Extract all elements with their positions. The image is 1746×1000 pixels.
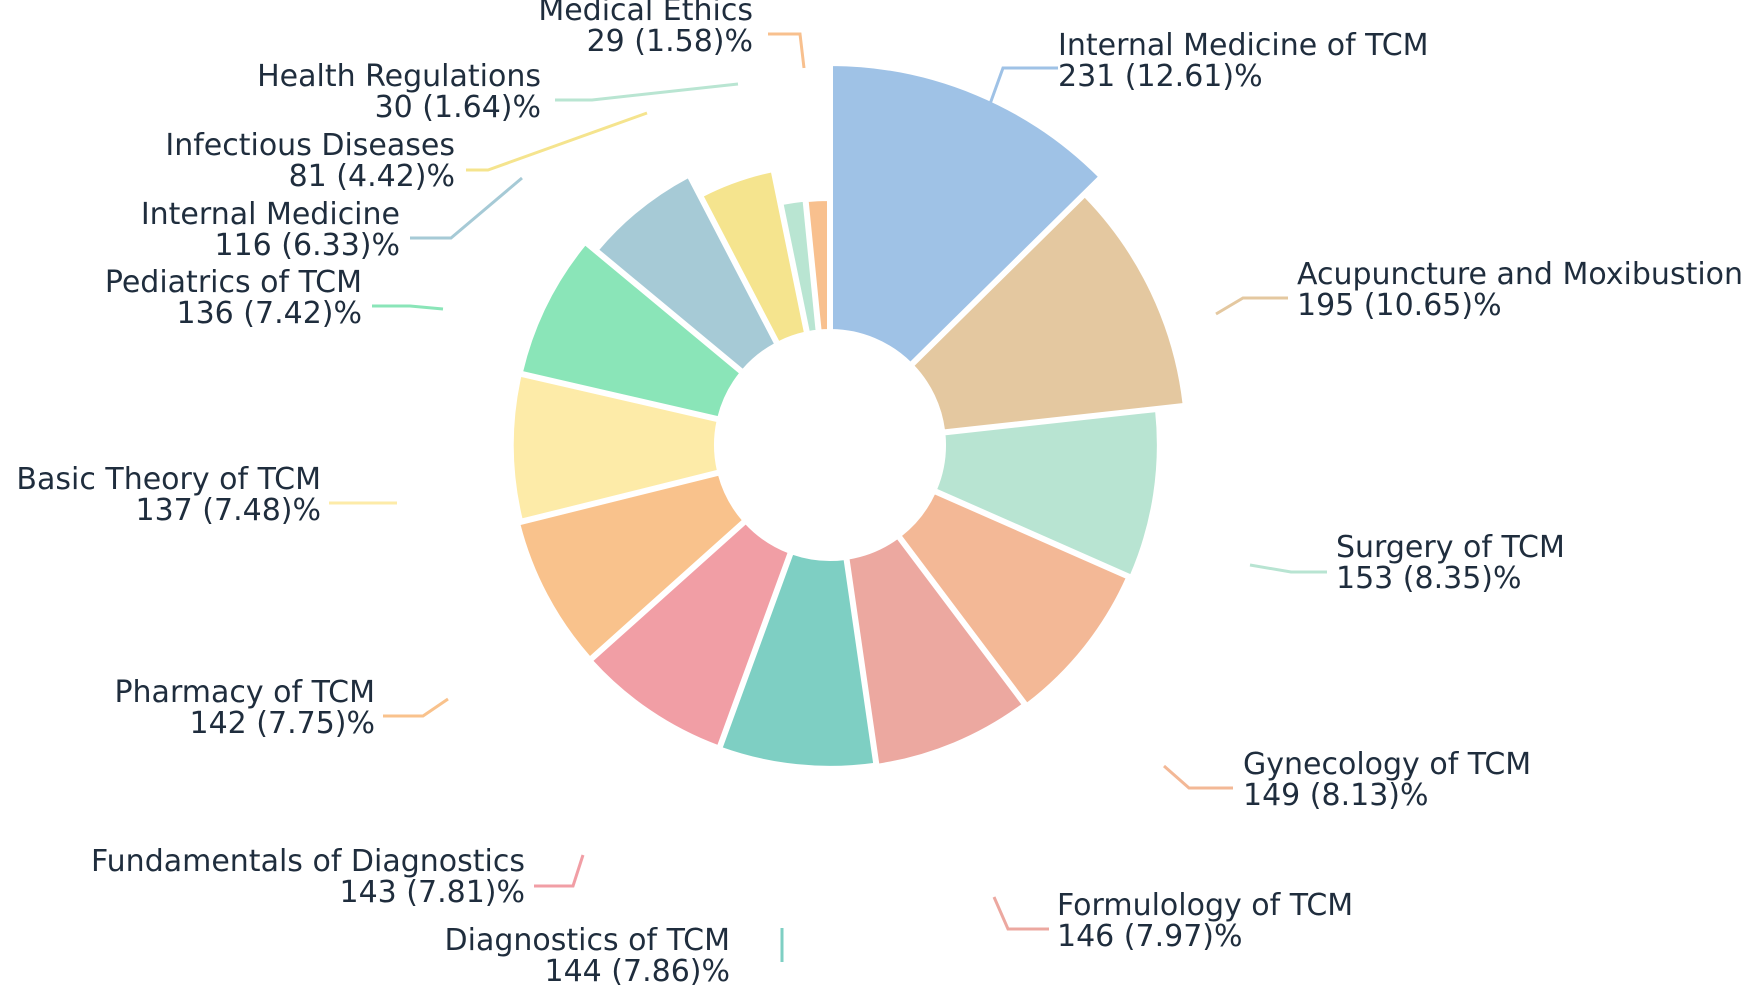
leader-line-2 (1249, 563, 1327, 574)
leader-lines-group (329, 32, 1327, 962)
slice-medical-ethics[interactable] (806, 199, 829, 332)
slice-infectious-diseases[interactable] (701, 170, 806, 344)
slice-surgery-of-tcm[interactable] (935, 410, 1159, 577)
slice-pediatrics-of-tcm[interactable] (521, 243, 742, 419)
slice-label-value: 195 (10.65)% (1297, 288, 1502, 323)
slice-formulology-of-tcm[interactable] (847, 537, 1024, 766)
slice-pharmacy-of-tcm[interactable] (518, 473, 745, 659)
slice-label-value: 146 (7.97)% (1057, 919, 1243, 954)
slice-label-name: Pediatrics of TCM (105, 265, 362, 300)
slice-label-value: 144 (7.86)% (544, 954, 730, 989)
slice-internal-medicine[interactable] (597, 176, 777, 372)
slice-label-value: 29 (1.58)% (587, 24, 753, 59)
slice-label-name: Acupuncture and Moxibustion (1297, 257, 1743, 292)
slice-label-name: Internal Medicine (141, 197, 400, 232)
leader-line-13 (768, 32, 806, 69)
slice-label-value: 30 (1.64)% (375, 90, 541, 125)
slices-group (511, 64, 1185, 768)
slice-fundamentals-of-diagnostics[interactable] (591, 522, 790, 748)
slice-label-name: Internal Medicine of TCM (1058, 28, 1429, 63)
slice-label-name: Surgery of TCM (1336, 530, 1565, 565)
slice-label-name: Medical Ethics (538, 0, 753, 28)
slice-basic-theory-of-tcm[interactable] (511, 374, 719, 521)
slice-label-name: Infectious Diseases (165, 128, 455, 163)
leader-line-7 (383, 697, 449, 718)
slice-label-value: 143 (7.81)% (339, 875, 525, 910)
slice-gynecology-of-tcm[interactable] (899, 492, 1128, 705)
slice-label-name: Health Regulations (257, 59, 541, 94)
slice-health-regulations[interactable] (781, 199, 818, 333)
slice-label-name: Basic Theory of TCM (16, 462, 321, 497)
slice-label-value: 81 (4.42)% (289, 159, 455, 194)
slice-label-value: 116 (6.33)% (214, 228, 400, 263)
slice-label-name: Gynecology of TCM (1243, 747, 1531, 782)
leader-line-3 (1163, 764, 1233, 790)
slice-label-value: 136 (7.42)% (176, 296, 362, 331)
slice-label-value: 142 (7.75)% (189, 706, 375, 741)
slice-label-value: 137 (7.48)% (135, 493, 321, 528)
leader-line-12 (555, 82, 739, 102)
leader-line-4 (992, 896, 1049, 931)
slice-label-name: Diagnostics of TCM (445, 923, 730, 958)
slice-label-value: 231 (12.61)% (1058, 59, 1263, 94)
slice-label-name: Fundamentals of Diagnostics (91, 844, 525, 879)
slice-label-value: 153 (8.35)% (1336, 561, 1522, 596)
slice-label-value: 149 (8.13)% (1243, 778, 1429, 813)
leader-line-11 (466, 111, 648, 172)
leader-line-0 (988, 66, 1058, 105)
leader-line-10 (410, 176, 523, 240)
leader-line-1 (1215, 296, 1288, 316)
leader-line-6 (534, 854, 585, 888)
slice-acupuncture-and-moxibustion[interactable] (912, 195, 1185, 432)
slice-label-name: Pharmacy of TCM (114, 675, 375, 710)
slice-internal-medicine-of-tcm[interactable] (831, 64, 1101, 364)
slice-label-name: Formulology of TCM (1057, 888, 1353, 923)
leader-line-9 (372, 304, 444, 311)
slice-diagnostics-of-tcm[interactable] (720, 552, 876, 768)
